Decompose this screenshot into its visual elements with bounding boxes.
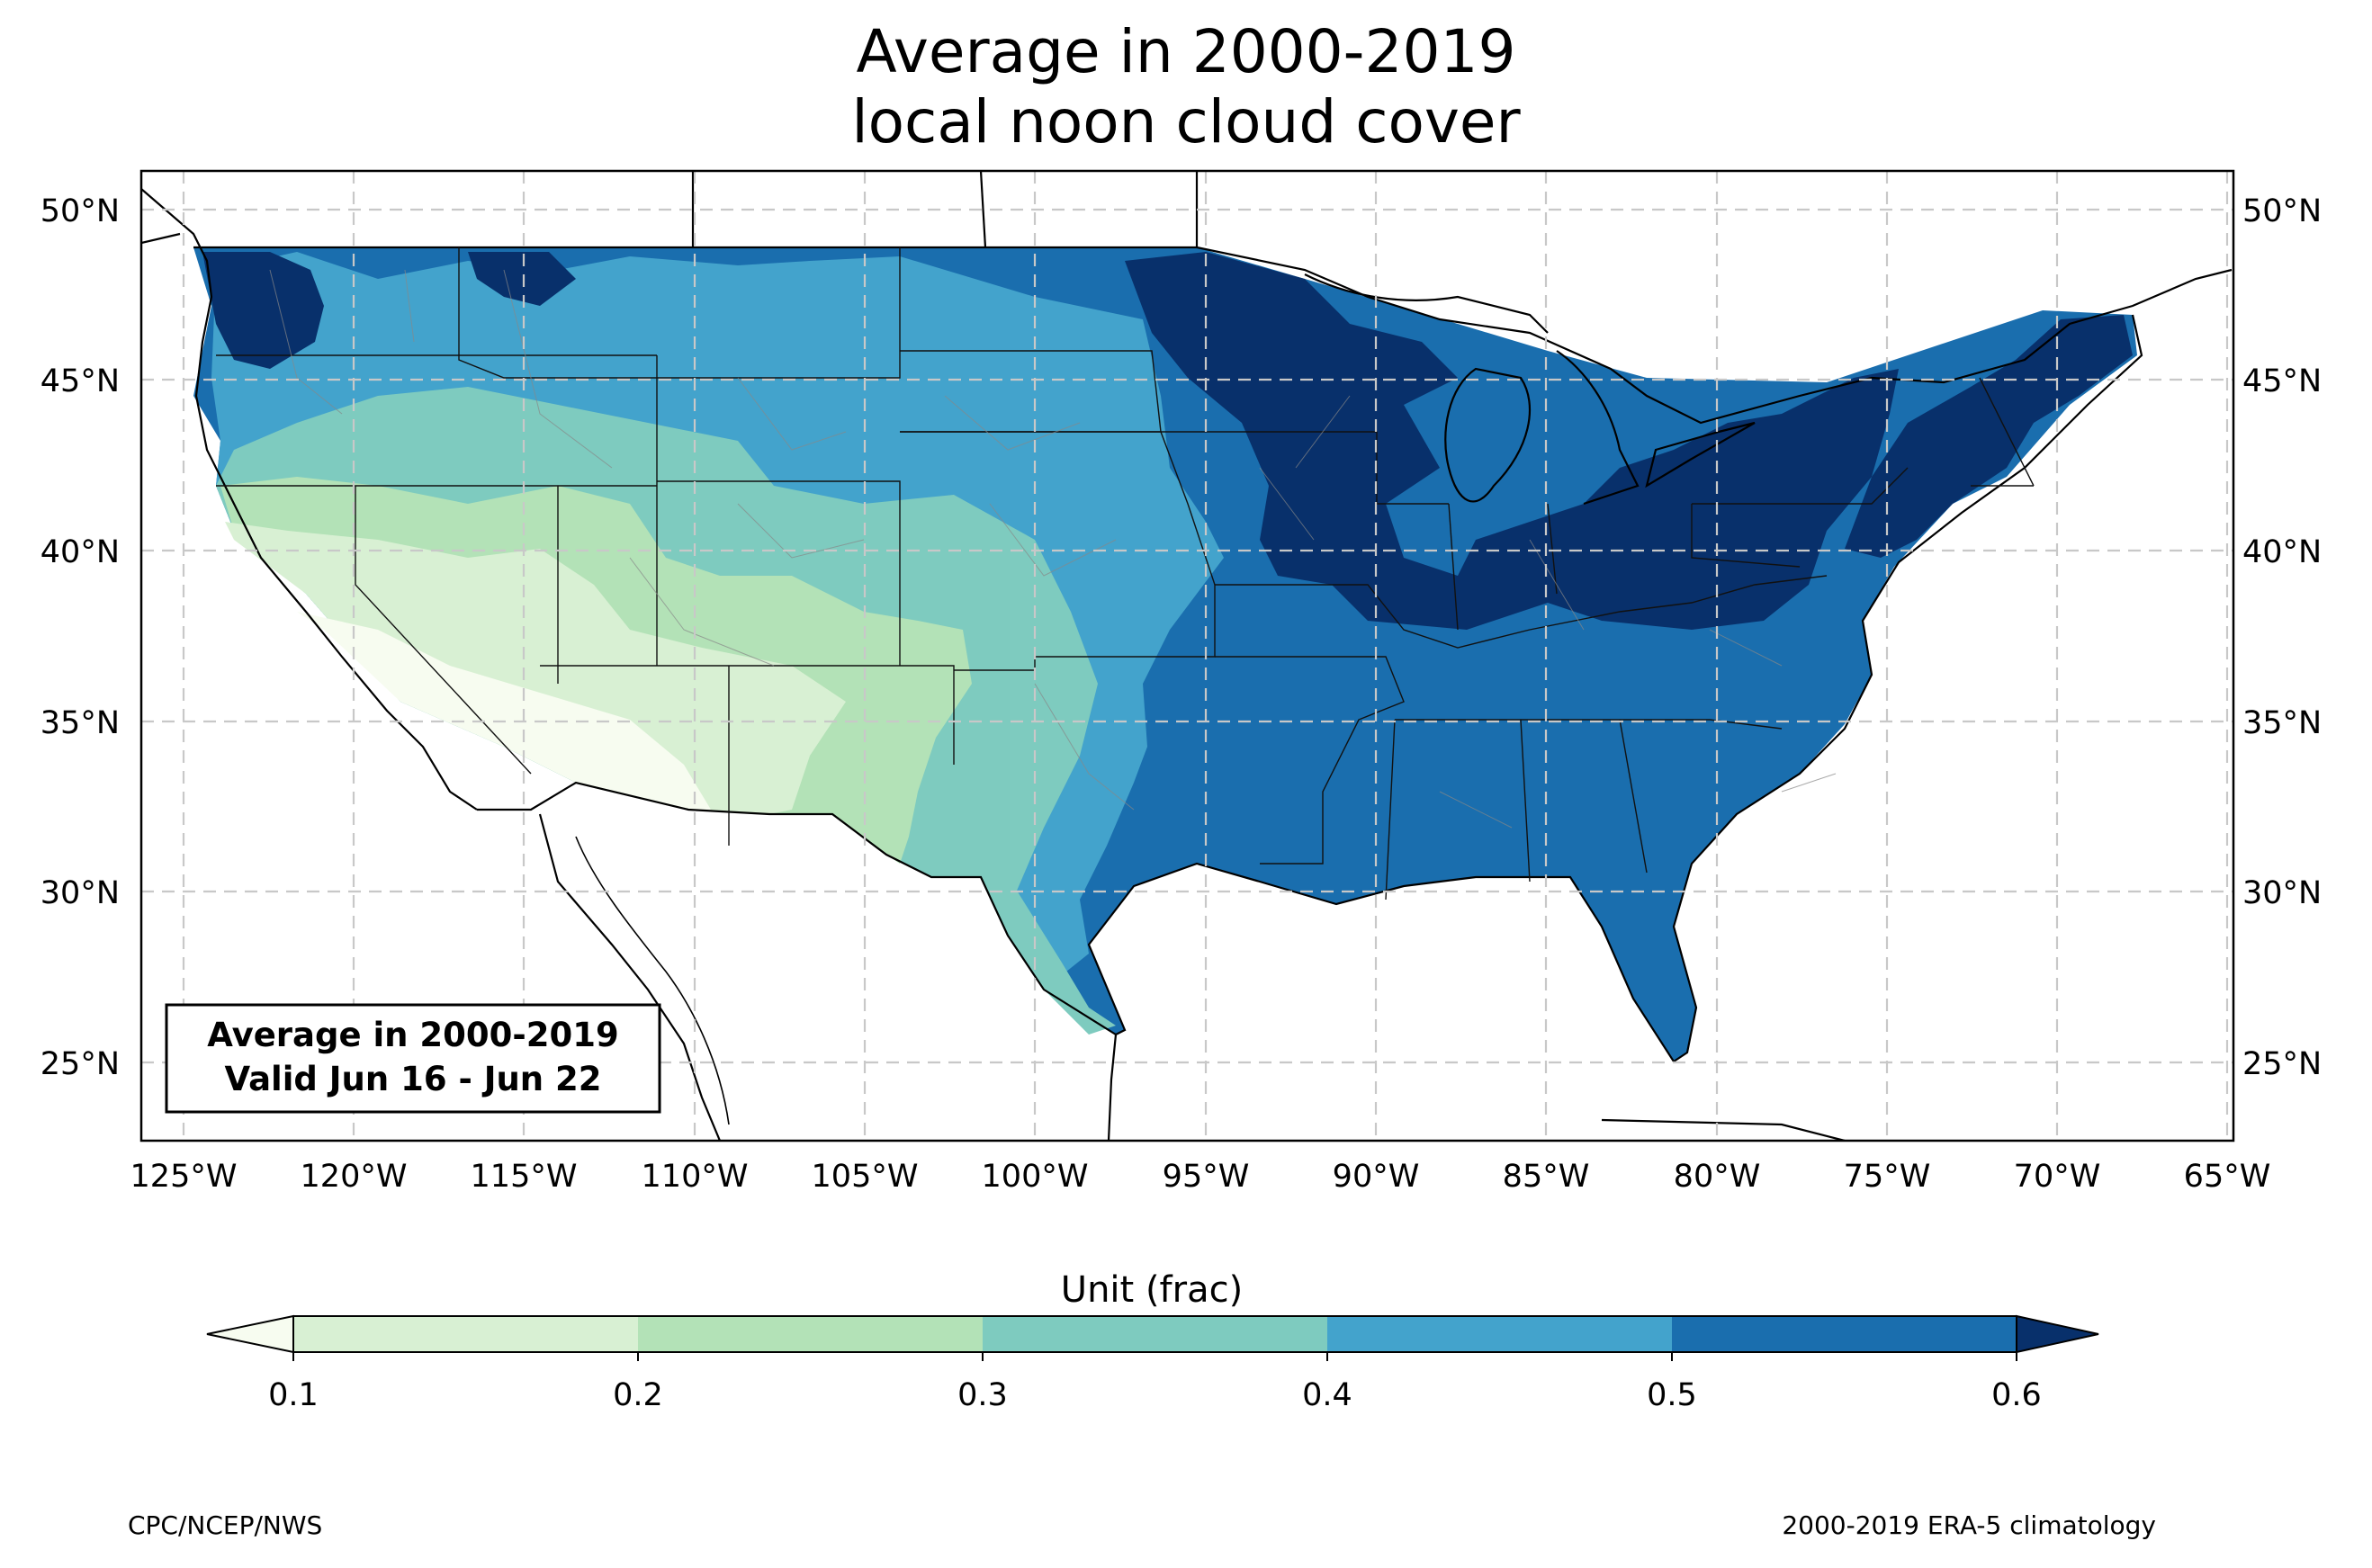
- colorbar-bin-0.2-0.3: [638, 1316, 983, 1352]
- lat-tick-40n-right: 40°N: [2242, 534, 2322, 570]
- lat-tick-labels-right: 50°N 45°N 40°N 35°N 30°N 25°N: [2242, 193, 2322, 1082]
- lon-tick-120w: 120°W: [301, 1159, 408, 1195]
- title-line-2: local noon cloud cover: [851, 87, 1521, 157]
- lon-tick-75w: 75°W: [1844, 1159, 1931, 1195]
- title-line-1: Average in 2000-2019: [857, 17, 1516, 86]
- lon-tick-125w: 125°W: [130, 1159, 238, 1195]
- lat-tick-25n-left: 25°N: [40, 1046, 120, 1082]
- lon-tick-85w: 85°W: [1503, 1159, 1590, 1195]
- info-box-line-1: Average in 2000-2019: [207, 1016, 618, 1054]
- over-0.6-northwest: [202, 252, 324, 369]
- colorbar-label: Unit (frac): [1061, 1269, 1243, 1311]
- over-0.6-new-england: [1845, 315, 2133, 558]
- lat-tick-25n-right: 25°N: [2242, 1046, 2322, 1082]
- lat-tick-35n-left: 35°N: [40, 705, 120, 741]
- lat-tick-50n-right: 50°N: [2242, 193, 2322, 229]
- colorbar-tick-0.2: 0.2: [613, 1377, 663, 1413]
- colorbar-tick-0.3: 0.3: [957, 1377, 1008, 1413]
- lon-tick-90w: 90°W: [1333, 1159, 1420, 1195]
- coastlines-borders: [141, 171, 2233, 1141]
- colorbar-tick-0.6: 0.6: [1991, 1377, 2042, 1413]
- lon-tick-100w: 100°W: [982, 1159, 1089, 1195]
- lon-tick-80w: 80°W: [1674, 1159, 1761, 1195]
- lat-tick-35n-right: 35°N: [2242, 705, 2322, 741]
- lon-tick-115w: 115°W: [471, 1159, 578, 1195]
- county-lines: [269, 269, 1837, 829]
- lon-tick-labels: 125°W 120°W 115°W 110°W 105°W 100°W 95°W…: [130, 1159, 2271, 1195]
- colorbar-under-arrow: [206, 1314, 294, 1354]
- colorbar-bin-0.3-0.4: [983, 1316, 1327, 1352]
- over-0.6-upper-midwest: [1125, 252, 1899, 630]
- bin-0.1-0.2: [225, 522, 846, 814]
- colorbar-tick-0.5: 0.5: [1647, 1377, 1697, 1413]
- lon-tick-105w: 105°W: [812, 1159, 919, 1195]
- bin-under-0.1: [297, 612, 711, 810]
- info-box: Average in 2000-2019 Valid Jun 16 - Jun …: [165, 1003, 661, 1114]
- footer-credit-right: 2000-2019 ERA-5 climatology: [1782, 1510, 2156, 1540]
- colorbar-bin-0.5-0.6: [1672, 1316, 2017, 1352]
- lat-tick-30n-right: 30°N: [2242, 875, 2322, 911]
- info-box-line-2: Valid Jun 16 - Jun 22: [224, 1060, 601, 1098]
- lat-tick-labels-left: 50°N 45°N 40°N 35°N 30°N 25°N: [40, 193, 120, 1082]
- gridlines: [141, 171, 2233, 1141]
- cloud-cover-field: [193, 247, 2137, 1062]
- colorbar-bin-0.4-0.5: [1327, 1316, 1672, 1352]
- lon-tick-110w: 110°W: [642, 1159, 749, 1195]
- lat-tick-30n-left: 30°N: [40, 875, 120, 911]
- lon-tick-70w: 70°W: [2014, 1159, 2101, 1195]
- colorbar: Unit (frac) 0.1 0.2 0.3 0.4 0.5 0.6: [206, 1269, 2099, 1413]
- colorbar-bin-0.1-0.2: [293, 1316, 638, 1352]
- lat-tick-45n-right: 45°N: [2242, 363, 2322, 399]
- map-panel: Average in 2000-2019 Valid Jun 16 - Jun …: [139, 169, 2235, 1142]
- state-borders: [216, 247, 2035, 900]
- footer-credit-left: CPC/NCEP/NWS: [128, 1510, 322, 1540]
- colorbar-tick-0.4: 0.4: [1302, 1377, 1352, 1413]
- colorbar-tick-0.1: 0.1: [268, 1377, 319, 1413]
- lat-tick-40n-left: 40°N: [40, 534, 120, 570]
- lat-tick-50n-left: 50°N: [40, 193, 120, 229]
- lon-tick-95w: 95°W: [1163, 1159, 1250, 1195]
- colorbar-over-arrow: [2016, 1314, 2099, 1354]
- lat-tick-45n-left: 45°N: [40, 363, 120, 399]
- map-frame: [139, 169, 2235, 1142]
- over-0.6-idaho: [468, 252, 576, 306]
- lon-tick-65w: 65°W: [2184, 1159, 2271, 1195]
